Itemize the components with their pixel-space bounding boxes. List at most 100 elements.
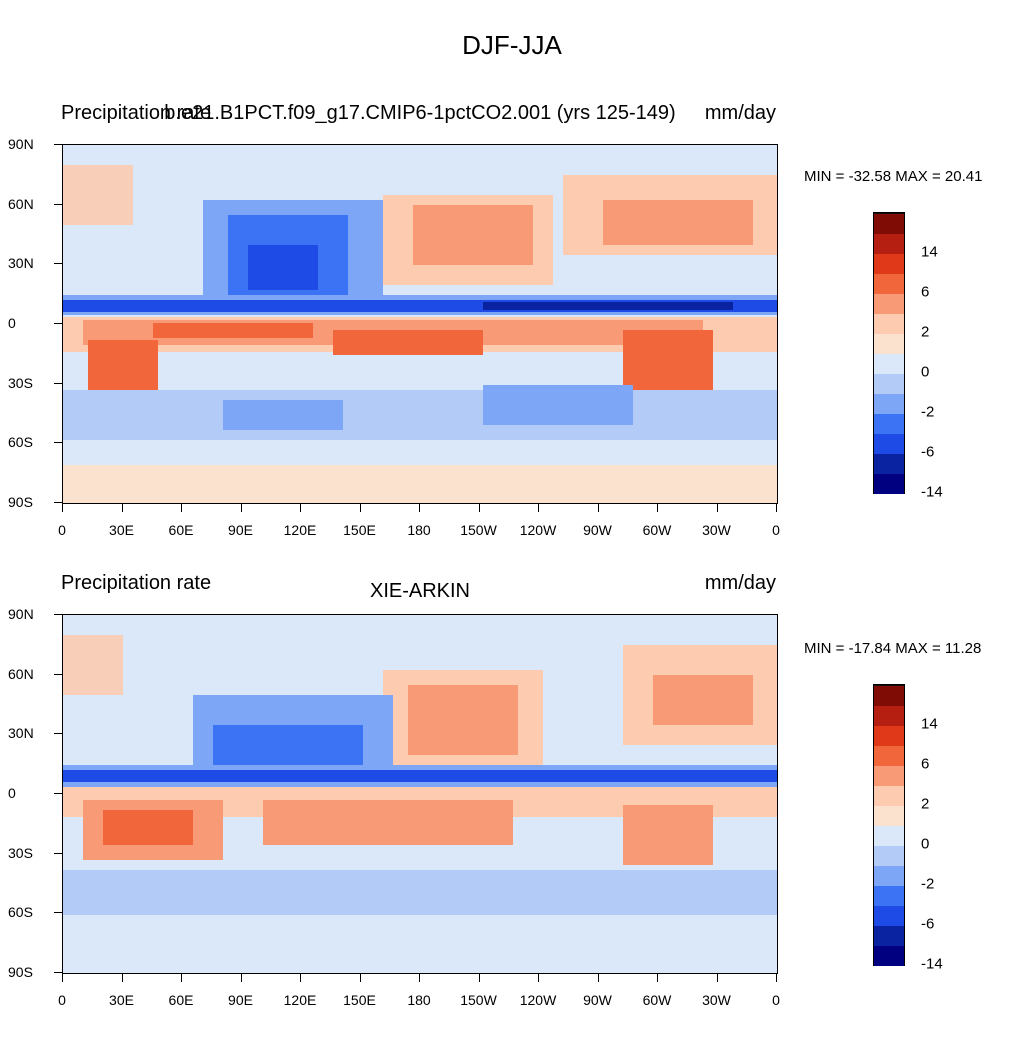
colorbar-segment bbox=[874, 685, 904, 706]
colorbar-segment bbox=[874, 313, 904, 334]
lon-tick-mark bbox=[300, 504, 301, 512]
lon-tick-mark bbox=[716, 504, 718, 512]
colorbar-segment bbox=[874, 905, 904, 926]
lon-tick-mark bbox=[121, 504, 123, 512]
lon-tick-mark bbox=[597, 504, 599, 512]
colorbar-segment bbox=[874, 473, 904, 494]
lon-tick-label: 150E bbox=[343, 992, 376, 1008]
colorbar-segment bbox=[874, 433, 904, 454]
colorbar-label: 6 bbox=[921, 755, 930, 773]
lon-tick-mark bbox=[359, 504, 361, 512]
case-label: b.e21.B1PCT.f09_g17.CMIP6-1pctCO2.001 (y… bbox=[164, 102, 676, 124]
colorbar-segment bbox=[874, 273, 904, 294]
variable-label: Precipitation rate bbox=[61, 102, 212, 124]
units-label: mm/day bbox=[704, 572, 776, 594]
lat-tick-mark bbox=[54, 733, 62, 735]
colorbar-label: 0 bbox=[921, 835, 930, 853]
lon-tick-label: 0 bbox=[58, 992, 66, 1008]
lat-tick-label: 0 bbox=[8, 315, 16, 331]
lon-tick-mark bbox=[478, 974, 480, 982]
colorbar-label: -14 bbox=[921, 483, 943, 501]
lon-tick-mark bbox=[419, 974, 420, 982]
lat-tick-mark bbox=[54, 144, 62, 145]
colorbar-segment bbox=[874, 233, 904, 254]
colorbar-segment bbox=[874, 293, 904, 314]
colorbar-segment bbox=[874, 945, 904, 966]
colorbar-label: 2 bbox=[921, 795, 930, 813]
colorbar bbox=[873, 212, 905, 494]
lat-tick-mark bbox=[54, 972, 62, 973]
dataset-label: XIE-ARKIN bbox=[369, 580, 471, 602]
colorbar-segment bbox=[874, 745, 904, 766]
lat-tick-label: 30N bbox=[8, 725, 34, 742]
variable-label: Precipitation rate bbox=[61, 572, 212, 594]
lon-tick-mark bbox=[776, 504, 777, 512]
lat-tick-mark bbox=[54, 442, 62, 444]
lat-tick-label: 90S bbox=[8, 964, 33, 980]
lon-tick-label: 60W bbox=[642, 522, 672, 538]
lon-tick-label: 120W bbox=[519, 992, 557, 1008]
colorbar-segment bbox=[874, 725, 904, 746]
lon-tick-label: 120W bbox=[519, 522, 557, 538]
colorbar-segment bbox=[874, 845, 904, 866]
lat-tick-mark bbox=[54, 382, 62, 384]
colorbar-label: 2 bbox=[921, 323, 930, 341]
colorbar-segment bbox=[874, 785, 904, 806]
obs-panel: Precipitation rate XIE-ARKIN mm/day MIN … bbox=[0, 570, 1024, 1040]
precip-map bbox=[62, 614, 778, 974]
lon-tick-label: 180 bbox=[407, 992, 431, 1008]
lon-tick-label: 180 bbox=[407, 522, 431, 538]
lon-tick-label: 90W bbox=[583, 522, 612, 538]
colorbar-segment bbox=[874, 925, 904, 946]
model-panel: Precipitation rate b.e21.B1PCT.f09_g17.C… bbox=[0, 100, 1024, 570]
units-label: mm/day bbox=[704, 102, 776, 124]
lon-tick-mark bbox=[538, 974, 539, 982]
colorbar-segment bbox=[874, 705, 904, 726]
lon-tick-mark bbox=[181, 974, 182, 982]
colorbar bbox=[873, 684, 905, 966]
lat-tick-mark bbox=[54, 793, 62, 794]
min-max-label: MIN = -32.58 MAX = 20.41 bbox=[804, 168, 983, 185]
lon-tick-mark bbox=[359, 974, 361, 982]
lat-tick-mark bbox=[54, 673, 62, 675]
colorbar-segment bbox=[874, 333, 904, 354]
lon-tick-mark bbox=[419, 504, 420, 512]
lon-tick-label: 90E bbox=[228, 992, 253, 1008]
lon-tick-label: 150W bbox=[460, 522, 497, 538]
lon-tick-mark bbox=[62, 974, 63, 982]
colorbar-segment bbox=[874, 865, 904, 886]
lon-tick-mark bbox=[538, 504, 539, 512]
colorbar-label: 6 bbox=[921, 283, 930, 301]
lat-tick-label: 0 bbox=[8, 785, 16, 801]
colorbar-label: 14 bbox=[921, 243, 938, 261]
lat-tick-mark bbox=[54, 203, 62, 205]
lat-tick-label: 60N bbox=[8, 665, 34, 682]
lon-tick-mark bbox=[181, 504, 182, 512]
colorbar-segment bbox=[874, 213, 904, 234]
lat-tick-mark bbox=[54, 502, 62, 503]
lon-tick-mark bbox=[121, 974, 123, 982]
lat-tick-label: 60S bbox=[8, 434, 33, 451]
lon-tick-label: 0 bbox=[772, 992, 780, 1008]
lon-tick-label: 60E bbox=[168, 992, 194, 1008]
colorbar-segment bbox=[874, 885, 904, 906]
colorbar-label: -2 bbox=[921, 875, 935, 893]
main-title: DJF-JJA bbox=[462, 30, 562, 60]
lon-tick-label: 0 bbox=[58, 522, 66, 538]
lon-tick-mark bbox=[478, 504, 480, 512]
lon-tick-mark bbox=[240, 504, 242, 512]
colorbar-segment bbox=[874, 453, 904, 474]
lat-tick-label: 90N bbox=[8, 606, 34, 622]
lon-tick-mark bbox=[776, 974, 777, 982]
lon-tick-mark bbox=[240, 974, 242, 982]
lon-tick-label: 90E bbox=[228, 522, 253, 538]
lon-tick-mark bbox=[300, 974, 301, 982]
lat-tick-label: 30S bbox=[8, 844, 33, 861]
colorbar-segment bbox=[874, 413, 904, 434]
lat-tick-mark bbox=[54, 912, 62, 914]
colorbar-segment bbox=[874, 353, 904, 374]
colorbar-label: -6 bbox=[921, 915, 935, 933]
lon-tick-label: 30E bbox=[109, 522, 134, 538]
lat-tick-label: 90S bbox=[8, 494, 33, 510]
colorbar-segment bbox=[874, 765, 904, 786]
